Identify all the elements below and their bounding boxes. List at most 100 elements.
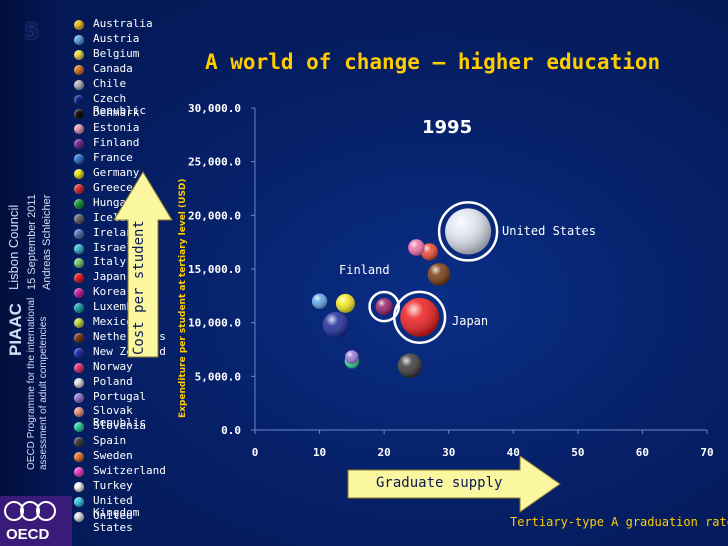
- legend-marker-icon: [74, 64, 84, 75]
- bubble-shine-norway: [408, 239, 425, 256]
- x-tick-label: 50: [571, 446, 584, 459]
- legend-marker-icon: [74, 139, 84, 150]
- legend-marker-icon: [74, 318, 84, 328]
- legend-marker-icon: [74, 258, 84, 269]
- legend-marker-icon: [74, 288, 84, 299]
- legend-label: Denmark: [93, 106, 140, 120]
- legend-marker-icon: [74, 377, 84, 388]
- legend-label: Czech Republic: [93, 91, 146, 117]
- bubble-shine-portugal: [345, 350, 359, 364]
- legend-label: Chile: [93, 76, 127, 90]
- legend-marker-icon: [74, 273, 84, 284]
- oecd-logo: OECD: [0, 496, 72, 546]
- legend-marker-icon: [74, 452, 84, 463]
- x-tick-label: 70: [700, 446, 713, 459]
- chart-title: A world of change – higher education: [205, 50, 661, 74]
- legend-label: Korea: [93, 285, 127, 299]
- legend-marker-icon: [74, 79, 84, 90]
- legend-marker-icon: [74, 198, 84, 209]
- x-tick-label: 10: [313, 446, 326, 459]
- y-tick-label: 0.0: [221, 424, 241, 437]
- x-tick-label: 30: [442, 446, 455, 459]
- bubble-shine-germany: [335, 293, 355, 313]
- cost-arrow-label: Cost per student: [131, 220, 147, 355]
- cost-arrow: [113, 171, 173, 358]
- chart-subtitle-year: 1995: [422, 117, 473, 138]
- legend-marker-icon: [74, 467, 84, 477]
- bubble-shine-netherlands: [427, 263, 451, 286]
- legend-marker-icon: [74, 228, 84, 239]
- legend-marker-icon: [74, 34, 84, 45]
- legend-marker-icon: [74, 392, 84, 403]
- legend-label: Mexico: [93, 315, 133, 328]
- bubble-outline-united-states: [437, 201, 499, 262]
- legend-label: Belgium: [93, 46, 140, 60]
- x-tick-label: 20: [378, 446, 391, 459]
- y-axis-label: Expenditure per student at tertiary leve…: [178, 178, 188, 418]
- legend-marker-icon: [74, 332, 84, 343]
- slide-number: 5: [24, 20, 40, 45]
- legend-label: United States: [93, 508, 133, 534]
- legend-marker-icon: [74, 124, 84, 135]
- legend-marker-icon: [74, 303, 84, 314]
- bubble-shine-japan: [400, 297, 440, 337]
- x-tick-label: 60: [636, 446, 649, 459]
- sidebar: 5 PIAAC Lisbon Council 15 September 2011…: [0, 0, 72, 546]
- legend-label: Sweden: [93, 449, 133, 463]
- bubble-shine-sweden: [420, 243, 438, 261]
- legend-label: Japan: [93, 270, 127, 284]
- legend-marker-icon: [74, 109, 84, 120]
- legend-marker-icon: [74, 422, 84, 433]
- legend-marker-icon: [74, 169, 84, 179]
- legend-label: Portugal: [93, 389, 146, 403]
- legend-marker-icon: [74, 362, 84, 373]
- legend-marker-icon: [74, 20, 84, 30]
- x-tick-label: 40: [507, 446, 520, 459]
- legend-marker-icon: [74, 243, 84, 254]
- legend-marker-icon: [74, 496, 84, 507]
- legend-label: Estonia: [93, 121, 140, 135]
- legend-label: United Kingdom: [93, 493, 140, 519]
- bubble-shine-finland: [375, 297, 393, 316]
- legend-label: France: [93, 151, 133, 165]
- legend-marker-icon: [74, 407, 84, 418]
- bubble-shine-spain: [397, 353, 423, 378]
- supply-arrow-label: Graduate supply: [376, 475, 503, 491]
- legend-marker-icon: [74, 511, 84, 522]
- legend-label: Australia: [93, 17, 153, 30]
- y-tick-label: 10,000.0: [188, 317, 241, 330]
- legend-label: Germany: [93, 166, 140, 179]
- x-axis-label: Tertiary-type A graduation rate: [510, 515, 728, 529]
- legend-marker-icon: [74, 183, 84, 194]
- legend-marker-icon: [74, 437, 84, 448]
- bubble-shine-united-states: [445, 208, 492, 255]
- legend-marker-icon: [74, 481, 84, 492]
- legend-label: Greece: [93, 180, 133, 194]
- legend-label: Slovak Republic: [93, 404, 146, 430]
- legend-marker-icon: [74, 94, 84, 105]
- legend-label: Slovenia: [93, 419, 146, 433]
- legend-label: Poland: [93, 374, 133, 388]
- x-tick-label: 0: [252, 446, 259, 459]
- y-tick-label: 20,000.0: [188, 209, 241, 222]
- bubble-outline-finland: [368, 290, 400, 323]
- supply-arrow: [347, 455, 561, 513]
- legend-label: Austria: [93, 31, 140, 45]
- label-japan: Japan: [452, 314, 489, 328]
- y-tick-label: 30,000.0: [188, 102, 241, 115]
- bubble-shine-france: [322, 311, 349, 338]
- legend-label: Canada: [93, 61, 133, 75]
- legend-marker-icon: [74, 213, 84, 224]
- legend-label: Finland: [93, 136, 140, 150]
- legend-label: Turkey: [93, 478, 133, 492]
- y-tick-label: 5,000.0: [195, 370, 241, 383]
- legend-label: Norway: [93, 359, 133, 373]
- bubble-shine-austria: [311, 293, 328, 309]
- legend-label: Spain: [93, 434, 127, 448]
- y-tick-label: 15,000.0: [188, 263, 241, 276]
- label-finland: Finland: [339, 263, 390, 277]
- legend-label: Israel: [93, 240, 133, 254]
- legend-marker-icon: [74, 347, 84, 358]
- legend-marker-icon: [74, 49, 84, 60]
